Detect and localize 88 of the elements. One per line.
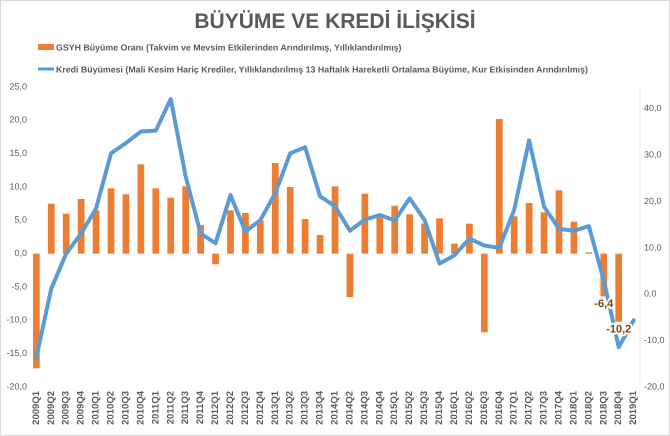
bar xyxy=(48,204,55,254)
x-tick-label: 2017Q2 xyxy=(524,391,535,425)
x-tick-label: 2018Q3 xyxy=(598,391,610,425)
bar xyxy=(480,254,488,332)
x-tick-label: 2013Q1 xyxy=(270,390,281,425)
x-tick-label: 2010Q3 xyxy=(120,391,132,425)
x-tick-label: 2009Q2 xyxy=(46,391,57,425)
y-tick-label: 5,0 xyxy=(14,214,27,225)
x-tick-label: 2011Q2 xyxy=(165,391,176,424)
y-tick-label: 25,0 xyxy=(9,81,27,92)
bar xyxy=(496,119,503,254)
bar xyxy=(316,235,324,254)
x-tick-label: 2009Q1 xyxy=(30,390,42,425)
bar xyxy=(122,194,130,254)
line-series xyxy=(34,97,636,360)
bar xyxy=(138,164,144,254)
x-tick-label: 2016Q1 xyxy=(448,390,460,425)
y-tick-label: 15,0 xyxy=(9,148,27,158)
bar xyxy=(212,254,219,264)
legend-label: Kredi Büyümesi (Mali Kesim Hariç Krediler, Yıllıklandırılmış 13 Haftalık Hareketli Ortalama Büyüme, Kur Etkisinden Arındırılmış) xyxy=(56,64,588,74)
x-tick-label: 2009Q4 xyxy=(76,390,87,425)
bar xyxy=(376,217,384,254)
x-tick-label: 2015Q4 xyxy=(434,390,446,425)
bar xyxy=(256,220,264,254)
bar xyxy=(406,214,414,254)
y2-tick-label: 0,0 xyxy=(644,288,657,299)
x-tick-label: 2014Q2 xyxy=(344,391,356,425)
x-tick-label: 2016Q2 xyxy=(464,391,475,425)
x-tick-label: 2017Q3 xyxy=(538,391,550,425)
bar xyxy=(152,188,160,254)
x-tick-label: 2013Q4 xyxy=(314,390,326,425)
x-tick-label: 2015Q3 xyxy=(419,391,430,425)
x-tick-label: 2011Q4 xyxy=(195,390,206,424)
x-tick-label: 2012Q1 xyxy=(210,390,222,425)
x-tick-label: 2014Q1 xyxy=(330,390,341,425)
legend-label: GSYH Büyüme Oranı (Takvim ve Mevsim Etkilerinden Arındırılmış, Yıllıklandırılmış) xyxy=(56,42,402,52)
x-tick-label: 2012Q3 xyxy=(240,391,251,425)
bar xyxy=(182,186,190,254)
bar xyxy=(540,212,548,254)
x-tick-label: 2010Q4 xyxy=(135,390,146,425)
y-tick-label: -15,0 xyxy=(6,348,27,358)
x-tick-label: 2011Q3 xyxy=(180,391,192,424)
bar xyxy=(436,218,443,254)
chart-title: BÜYÜME VE KREDİ İLİŞKİSİ xyxy=(194,10,476,33)
x-tick-label: 2013Q3 xyxy=(300,391,311,425)
x-tick-label: 2011Q1 xyxy=(150,390,162,424)
y-tick-label: 0,0 xyxy=(14,248,27,258)
bar xyxy=(510,216,518,254)
y2-tick-label: -10,0 xyxy=(644,335,665,346)
x-tick-label: 2017Q4 xyxy=(554,390,565,425)
y2-tick-label: 20,0 xyxy=(644,196,662,206)
x-tick-label: 2013Q2 xyxy=(284,391,296,425)
x-tick-label: 2016Q4 xyxy=(494,390,505,425)
y2-tick-label: 10,0 xyxy=(644,242,662,252)
x-tick-label: 2016Q3 xyxy=(478,391,490,425)
y2-tick-label: -20,0 xyxy=(644,381,665,392)
x-tick-label: 2017Q1 xyxy=(508,390,520,425)
bar xyxy=(615,254,622,322)
y2-tick-label: 40,0 xyxy=(644,103,662,114)
x-tick-label: 2014Q3 xyxy=(359,391,370,425)
bar xyxy=(332,186,338,254)
bar xyxy=(92,210,100,254)
x-tick-label: 2015Q2 xyxy=(404,391,416,425)
x-tick-label: 2019Q1 xyxy=(628,390,640,425)
bar xyxy=(167,198,174,254)
bar xyxy=(346,254,354,297)
x-tick-label: 2014Q4 xyxy=(374,390,386,425)
x-tick-label: 2012Q2 xyxy=(224,391,236,425)
bar xyxy=(556,190,562,254)
y2-tick-label: 30,0 xyxy=(644,150,662,160)
y-tick-label: 20,0 xyxy=(9,114,27,125)
x-tick-label: 2009Q3 xyxy=(60,391,72,425)
y-tick-label: -10,0 xyxy=(6,314,27,325)
x-tick-label: 2015Q1 xyxy=(389,390,400,425)
bar xyxy=(227,210,234,254)
y-tick-label: -5,0 xyxy=(11,281,27,292)
x-tick-label: 2018Q1 xyxy=(568,390,580,425)
x-tick-label: 2018Q2 xyxy=(583,391,594,425)
bar xyxy=(302,219,308,254)
y-tick-label: 10,0 xyxy=(9,181,27,192)
bar xyxy=(526,203,532,254)
bar xyxy=(286,187,294,254)
bar xyxy=(108,188,114,254)
x-tick-label: 2012Q4 xyxy=(254,390,266,425)
x-tick-label: 2010Q2 xyxy=(106,391,117,425)
x-tick-label: 2018Q4 xyxy=(613,390,624,425)
x-tick-label: 2010Q1 xyxy=(90,390,102,425)
y-tick-label: -20,0 xyxy=(6,381,27,392)
